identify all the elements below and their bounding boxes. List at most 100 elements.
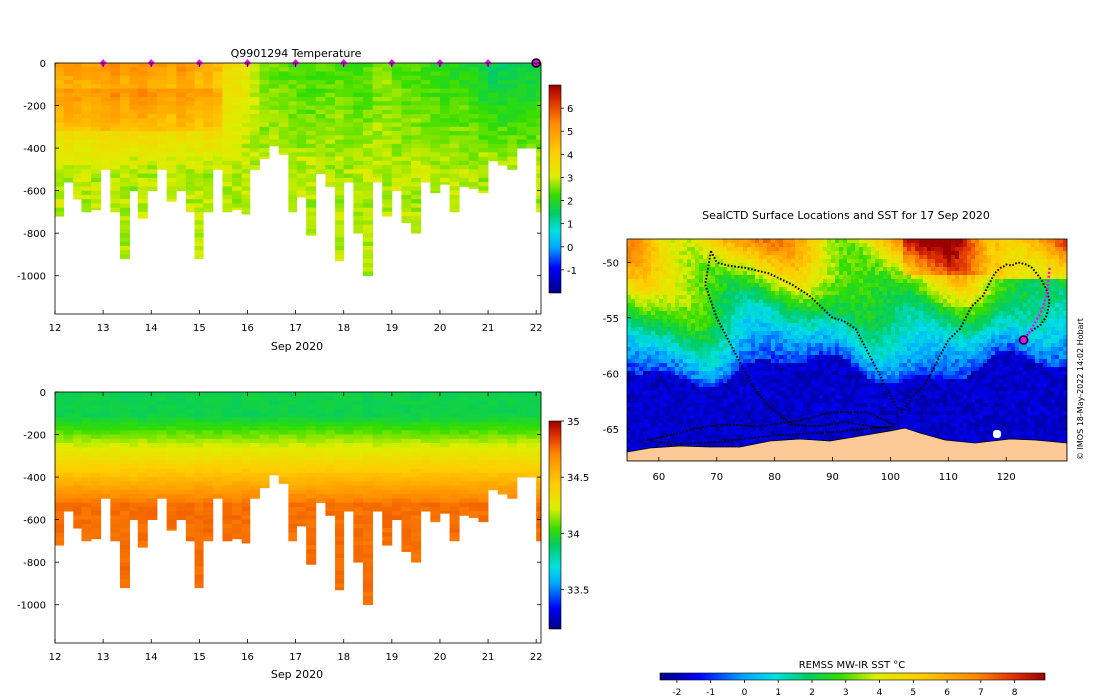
temperature-cell [166, 165, 177, 170]
sst-cell [639, 431, 644, 436]
salinity-cell [194, 400, 204, 406]
salinity-cell [488, 426, 499, 431]
temperature-cell [185, 122, 195, 128]
temperature-cell [73, 135, 82, 140]
salinity-cell [176, 506, 187, 512]
salinity-cell [353, 540, 364, 546]
sst-cell [727, 303, 732, 308]
salinity-cell [157, 481, 168, 486]
sst-cell [691, 415, 696, 420]
temperature-cell [526, 71, 537, 77]
sst-cell [715, 443, 720, 448]
sst-cell [655, 251, 660, 256]
temperature-cell [449, 182, 460, 187]
temperature-cell [296, 126, 307, 132]
temperature-cell [119, 165, 130, 170]
temperature-cell [129, 152, 139, 157]
salinity-cell [343, 417, 354, 423]
salinity-cell [439, 460, 450, 465]
temperature-cell [212, 97, 223, 102]
salinity-cell [459, 455, 470, 461]
temperature-cell [449, 105, 460, 111]
salinity-cell [401, 409, 412, 414]
temperature-cell [166, 156, 177, 162]
salinity-cell [449, 494, 460, 499]
salinity-cell [212, 392, 223, 397]
temperature-cell [100, 105, 111, 111]
sst-cell [695, 275, 700, 280]
salinity-cell [516, 409, 527, 414]
temperature-cell [110, 97, 121, 102]
sst-cell [719, 379, 724, 384]
temperature-cell [430, 122, 441, 128]
temperature-cell [391, 169, 402, 175]
temperature-cell [194, 177, 204, 183]
sst-cell [655, 403, 660, 408]
temperature-cell [222, 199, 233, 204]
sst-cell [711, 391, 716, 396]
salinity-cell [249, 421, 260, 427]
salinity-cell [391, 494, 402, 499]
salinity-cell [91, 506, 102, 512]
temperature-cell [325, 122, 336, 128]
temperature-cell [411, 131, 422, 136]
salinity-cell [147, 460, 158, 465]
sst-cell [707, 291, 712, 296]
salinity-cell [278, 434, 289, 440]
sst-cell [675, 395, 680, 400]
salinity-cell [137, 447, 148, 452]
sst-cell [715, 343, 720, 348]
salinity-cell [241, 498, 251, 504]
sst-cell [655, 239, 660, 244]
sst-cell [651, 251, 656, 256]
temperature-cell [459, 88, 470, 94]
sst-cell [667, 351, 672, 356]
salinity-cell [536, 523, 542, 529]
temperature-cell [315, 152, 326, 157]
salinity-cell [343, 409, 354, 414]
temperature-cell [335, 216, 345, 221]
salinity-cell [430, 396, 441, 401]
temperature-cell [119, 67, 130, 72]
temperature-cell [372, 135, 383, 140]
salinity-cell [362, 519, 373, 525]
temperature-cell [362, 173, 373, 179]
sst-cell [719, 303, 724, 308]
salinity-cell [269, 413, 280, 418]
sst-cell [687, 271, 692, 276]
salinity-cell [449, 477, 460, 482]
temperature-cell [55, 75, 65, 81]
salinity-cell [176, 430, 187, 435]
temperature-cell [526, 143, 537, 149]
temperature-cell [459, 169, 470, 175]
temperature-cell [382, 190, 393, 196]
salinity-cell [468, 515, 479, 518]
temperature-cell [55, 109, 65, 115]
temperature-cell [100, 114, 111, 119]
salinity-cell [459, 426, 470, 431]
temperature-cell [516, 75, 527, 81]
salinity-cell [468, 460, 479, 465]
sst-cell [687, 443, 692, 448]
salinity-cell [430, 472, 441, 478]
sst-cell [639, 427, 644, 432]
salinity-cell [249, 489, 260, 495]
sst-cell [695, 435, 700, 440]
temperature-cell [343, 173, 354, 179]
temperature-cell [212, 160, 223, 166]
salinity-cell [232, 502, 243, 508]
sst-cell [635, 251, 640, 256]
salinity-cell [269, 472, 280, 476]
sst-cell [707, 431, 712, 436]
salinity-cell [241, 409, 251, 414]
sst-cell [715, 251, 720, 256]
temperature-cell [232, 135, 243, 140]
salinity-cell [129, 400, 139, 406]
salinity-cell [516, 472, 527, 478]
salinity-cell [401, 421, 412, 427]
salinity-cell [478, 498, 489, 504]
salinity-cell [353, 392, 364, 397]
sst-cell [715, 243, 720, 248]
salinity-cell [110, 498, 121, 504]
sst-cell [703, 307, 708, 312]
